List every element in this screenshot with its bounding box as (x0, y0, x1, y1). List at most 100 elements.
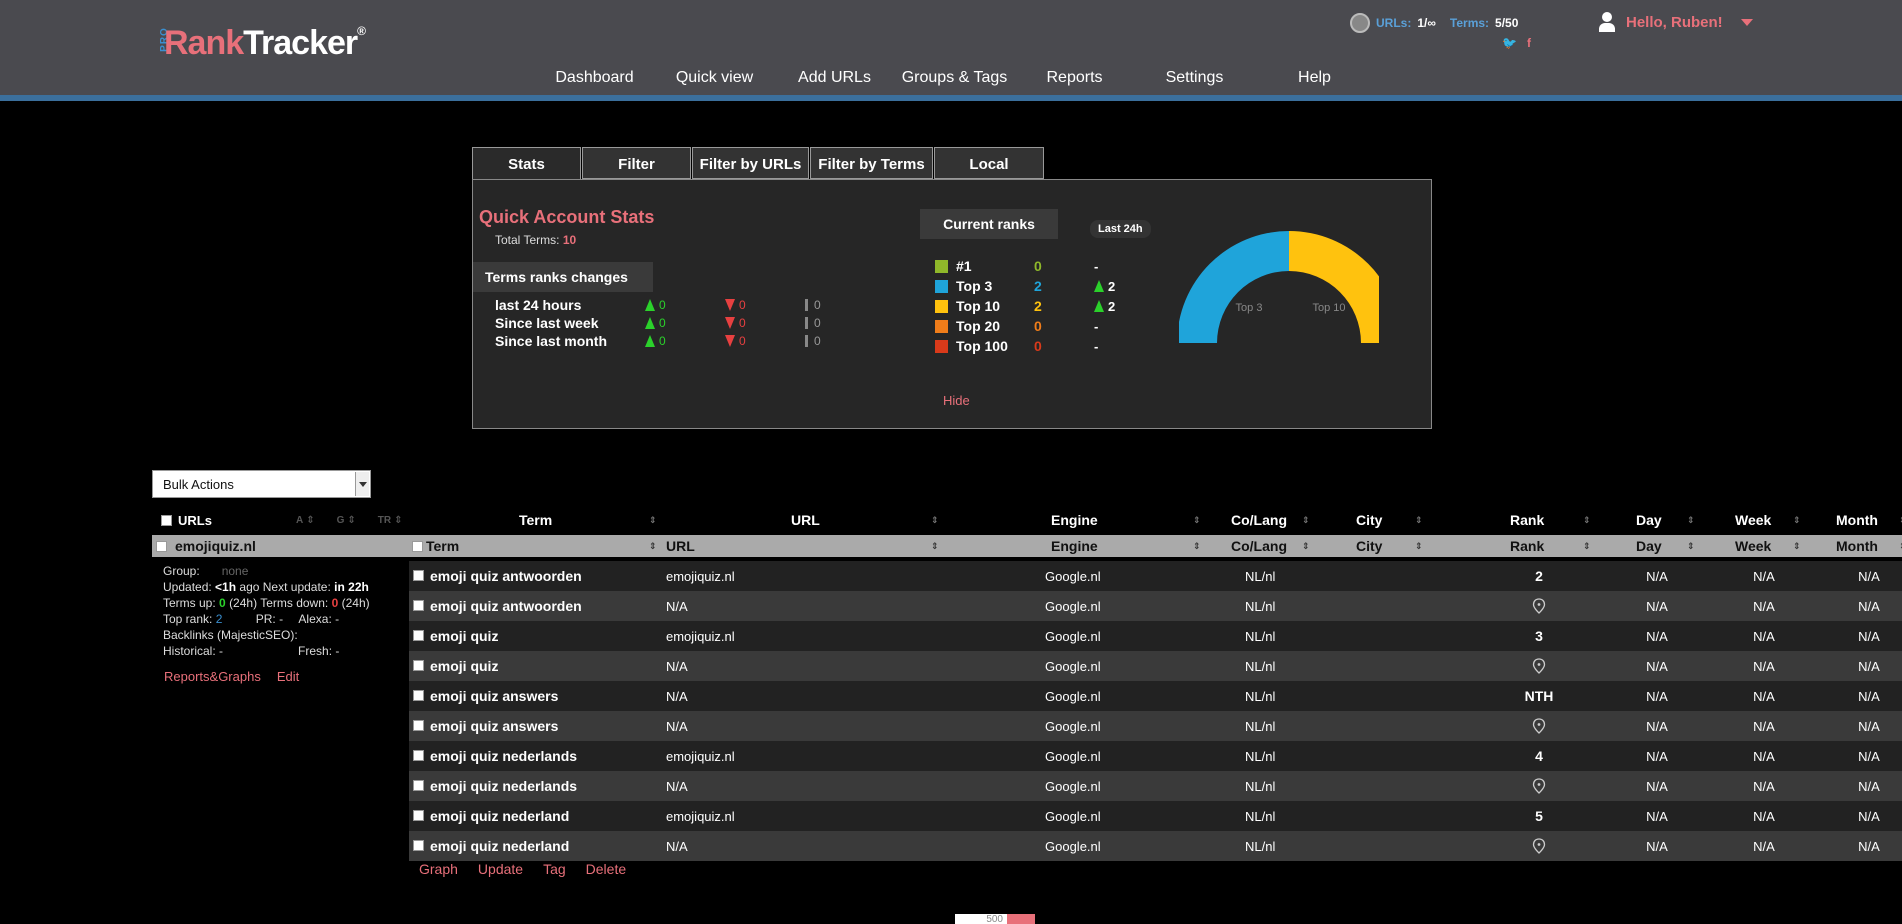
row-checkbox[interactable] (413, 750, 424, 761)
per-page-button[interactable] (1007, 914, 1035, 924)
donut-top10-arc (1289, 231, 1379, 343)
update-link[interactable]: Update (477, 861, 524, 877)
change-neutral: 0 (805, 298, 821, 312)
th-engine[interactable]: Engine (1051, 538, 1098, 554)
th-week[interactable]: Week (1735, 538, 1772, 554)
row-checkbox[interactable] (413, 810, 424, 821)
rank-bucket-change: - (1094, 319, 1098, 334)
col-colang[interactable]: Co/Lang (1231, 512, 1287, 528)
rank-bucket-count: 0 (1034, 258, 1042, 274)
table-row[interactable]: emoji quiz answers N/A Google.nl NL/nl NTH N/… (409, 681, 1902, 711)
row-checkbox[interactable] (413, 570, 424, 581)
urls-heading: URLs (178, 512, 212, 528)
table-row[interactable]: emoji quiz nederlands emojiquiz.nl Google.… (409, 741, 1902, 771)
arrow-up-icon (645, 317, 655, 329)
url-cell: N/A (666, 719, 688, 734)
col-term[interactable]: Term (519, 512, 553, 528)
delete-link[interactable]: Delete (585, 861, 627, 877)
th-term[interactable]: Term (426, 538, 460, 554)
th-rank[interactable]: Rank (1510, 538, 1545, 554)
ranks-donut-chart: Top 3 Top 10 (1179, 231, 1379, 343)
col-url[interactable]: URL (791, 512, 820, 528)
tab-filter[interactable]: Filter (582, 147, 691, 179)
change-period-label: Since last week (495, 315, 599, 331)
row-checkbox[interactable] (413, 720, 424, 731)
tab-filter-by-terms[interactable]: Filter by Terms (810, 147, 933, 179)
col-rank[interactable]: Rank (1510, 512, 1545, 528)
week-cell: N/A (1753, 779, 1775, 794)
url-cell: emojiquiz.nl (666, 749, 735, 764)
facebook-icon[interactable]: f (1526, 36, 1531, 50)
graph-link[interactable]: Graph (419, 861, 458, 877)
row-checkbox[interactable] (413, 780, 424, 791)
col-engine[interactable]: Engine (1051, 512, 1098, 528)
logo[interactable]: PRO RankTracker® (150, 16, 370, 76)
month-cell: N/A (1858, 569, 1880, 584)
tab-local[interactable]: Local (934, 147, 1044, 179)
rank-cell: 4 (1535, 748, 1543, 764)
tab-filter-by-urls[interactable]: Filter by URLs (692, 147, 809, 179)
user-menu[interactable]: Hello, Ruben! (1598, 12, 1753, 32)
change-neutral: 0 (805, 316, 821, 330)
table-row[interactable]: emoji quiz answers N/A Google.nl NL/nl N/A N/… (409, 711, 1902, 741)
reports-graphs-link[interactable]: Reports&Graphs (164, 669, 261, 684)
terms-ranks-changes-heading: Terms ranks changes (473, 262, 653, 292)
tab-stats[interactable]: Stats (472, 147, 581, 179)
th-url[interactable]: URL (666, 538, 695, 554)
total-terms: Total Terms: 10 (495, 233, 576, 247)
th-colang[interactable]: Co/Lang (1231, 538, 1287, 554)
hide-stats-link[interactable]: Hide (943, 393, 970, 408)
th-month[interactable]: Month (1836, 538, 1878, 554)
ranks-change-row: Since last week 0 0 0 (495, 314, 821, 332)
select-all-urls-checkbox[interactable] (161, 514, 172, 526)
table-row[interactable]: emoji quiz emojiquiz.nl Google.nl NL/nl 3 N/A… (409, 621, 1902, 651)
chevron-down-icon[interactable] (355, 472, 369, 496)
chevron-down-icon[interactable] (1740, 18, 1753, 26)
terms-value: 5/50 (1495, 16, 1519, 30)
row-checkbox[interactable] (413, 840, 424, 851)
col-month[interactable]: Month (1836, 512, 1878, 528)
select-all-terms-checkbox[interactable] (412, 541, 423, 552)
bulk-actions-select[interactable]: Bulk Actions (152, 470, 371, 498)
map-pin-icon[interactable] (1532, 718, 1546, 734)
table-row[interactable]: emoji quiz nederlands N/A Google.nl NL/nl N/… (409, 771, 1902, 801)
th-day[interactable]: Day (1636, 538, 1662, 554)
rank-bucket-change: - (1094, 339, 1098, 354)
edit-url-link[interactable]: Edit (276, 669, 300, 684)
per-page-input[interactable]: 500 (955, 914, 1007, 924)
url-name[interactable]: emojiquiz.nl (175, 538, 256, 554)
col-week[interactable]: Week (1735, 512, 1772, 528)
th-city[interactable]: City (1356, 538, 1383, 554)
quick-account-stats-title: Quick Account Stats (479, 207, 655, 227)
table-row[interactable]: emoji quiz antwoorden N/A Google.nl NL/nl N/… (409, 591, 1902, 621)
tag-link[interactable]: Tag (543, 861, 566, 877)
change-down-value: 0 (739, 298, 746, 312)
map-pin-icon[interactable] (1532, 598, 1546, 614)
sort-tr[interactable]: TR (377, 514, 392, 526)
row-checkbox[interactable] (413, 690, 424, 701)
sort-a[interactable]: A (295, 514, 304, 526)
row-checkbox[interactable] (413, 630, 424, 641)
col-city[interactable]: City (1356, 512, 1383, 528)
table-row[interactable]: emoji quiz N/A Google.nl NL/nl N/A N/A N/A (409, 651, 1902, 681)
map-pin-icon[interactable] (1532, 778, 1546, 794)
map-pin-icon[interactable] (1532, 658, 1546, 674)
map-pin-icon[interactable] (1532, 838, 1546, 854)
url-checkbox[interactable] (156, 540, 167, 552)
engine-cell: Google.nl (1045, 749, 1101, 764)
url-row[interactable]: emojiquiz.nl (152, 535, 409, 557)
table-row[interactable]: emoji quiz nederland N/A Google.nl NL/nl N/A… (409, 831, 1902, 861)
row-checkbox[interactable] (413, 660, 424, 671)
col-day[interactable]: Day (1636, 512, 1662, 528)
table-row[interactable]: emoji quiz antwoorden emojiquiz.nl Google.… (409, 561, 1902, 591)
stats-panel: Quick Account Stats Total Terms: 10 Term… (472, 179, 1432, 429)
row-checkbox[interactable] (413, 600, 424, 611)
current-rank-row: Top 100 0 - (935, 336, 1115, 356)
colang-cell: NL/nl (1245, 839, 1276, 854)
account-badge-icon[interactable] (1350, 13, 1370, 33)
twitter-icon[interactable]: 🐦 (1502, 36, 1517, 50)
next-update-label: ago Next update: (239, 580, 331, 594)
updated-value: <1h (215, 580, 237, 594)
sort-g[interactable]: G (336, 514, 345, 526)
table-row[interactable]: emoji quiz nederland emojiquiz.nl Google.n… (409, 801, 1902, 831)
